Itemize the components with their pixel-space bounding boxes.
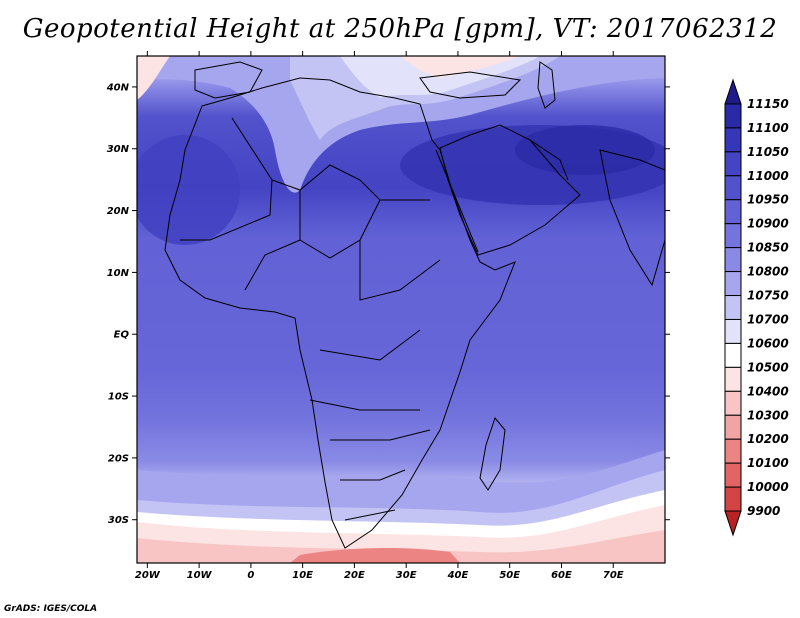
colorbar-label: 11100	[747, 121, 789, 135]
colorbar-swatch	[724, 318, 742, 344]
colorbar-swatch	[724, 366, 742, 392]
lon-label: 40E	[447, 570, 469, 581]
colorbar-label: 10300	[747, 408, 789, 422]
lon-label: 10W	[187, 570, 213, 581]
colorbar-label: 11000	[747, 169, 789, 183]
lon-label: 70E	[603, 570, 624, 581]
colorbar-swatch	[724, 223, 742, 249]
colorbar-label: 10500	[747, 360, 789, 374]
colorbar-swatch	[724, 414, 742, 440]
lat-label: 10N	[107, 268, 130, 279]
coastlines	[164, 61, 665, 549]
colorbar-swatch	[724, 462, 742, 488]
africa-outline	[164, 77, 516, 549]
colorbar-swatch	[724, 271, 742, 297]
plot-frame	[136, 55, 666, 564]
mediterranean-trough	[137, 56, 665, 193]
colorbar-swatch	[724, 175, 742, 201]
lon-label: 30E	[396, 570, 417, 581]
colorbar-label: 10400	[747, 384, 789, 398]
colorbar-label: 9900	[747, 504, 780, 518]
colorbar-swatch	[724, 247, 742, 273]
colorbar-label: 10600	[747, 336, 789, 350]
high-core-west-africa	[137, 135, 240, 245]
height-field	[137, 56, 665, 563]
colorbar-label: 10800	[747, 265, 789, 279]
colorbar-swatch	[724, 342, 742, 368]
borders-north	[180, 117, 441, 301]
lon-label: 50E	[499, 570, 520, 581]
latitude-axis: 40N 30N 20N 10N EQ 10S 20S 30S	[106, 82, 670, 526]
longitude-axis: 20W 10W 0 10E 20E 30E 40E 50E 60E 70E	[135, 51, 624, 581]
colorbar-swatch	[724, 486, 742, 512]
colorbar-label: 10950	[747, 193, 789, 207]
lon-label: 60E	[551, 570, 572, 581]
lat-label: EQ	[114, 330, 130, 341]
colorbar-label: 10200	[747, 432, 789, 446]
lon-label: 10E	[292, 570, 313, 581]
gulf-outline	[529, 139, 569, 181]
colorbar-swatch	[724, 127, 742, 153]
colorbar-bottom-arrow	[724, 510, 742, 537]
grads-credit: GrADS: IGES/COLA	[4, 604, 98, 614]
colorbar-label: 10850	[747, 241, 789, 255]
lat-label: 30N	[107, 144, 130, 155]
colorbar-swatch	[724, 295, 742, 320]
colorbar-swatch	[724, 390, 742, 416]
colorbar-label: 10750	[747, 289, 789, 303]
colorbar-label: 10000	[747, 480, 789, 494]
colorbar: 11150 11100 11050 11000 10950 10900 10850 10800…	[724, 78, 789, 537]
colorbar-label: 10700	[747, 312, 789, 326]
colorbar-label: 11150	[747, 97, 789, 111]
colorbar-swatch	[724, 199, 742, 225]
lat-label: 10S	[108, 392, 129, 403]
lon-label: 0	[247, 570, 254, 581]
colorbar-swatch	[724, 438, 742, 464]
lat-label: 20S	[108, 453, 129, 464]
iberia-outline	[194, 61, 263, 99]
colorbar-swatch	[724, 151, 742, 177]
colorbar-label: 10100	[747, 456, 789, 470]
arabia-outline	[439, 124, 581, 256]
lat-label: 20N	[107, 206, 130, 217]
india-outline	[599, 149, 665, 287]
lat-label: 30S	[108, 515, 129, 526]
lon-label: 20W	[135, 570, 161, 581]
lat-label: 40N	[106, 82, 130, 93]
borders-south	[309, 329, 431, 521]
turkey-outline	[419, 71, 522, 99]
red-sea-outline	[435, 149, 479, 253]
colorbar-label: 11050	[747, 145, 789, 159]
caspian-outline	[537, 61, 556, 109]
map-title: Geopotential Height at 250hPa [gpm], VT:…	[22, 14, 778, 44]
colorbar-swatch	[724, 103, 742, 129]
lon-label: 20E	[344, 570, 365, 581]
colorbar-label: 10900	[747, 217, 789, 231]
colorbar-top-arrow	[724, 78, 742, 105]
madagascar-outline	[479, 416, 506, 491]
